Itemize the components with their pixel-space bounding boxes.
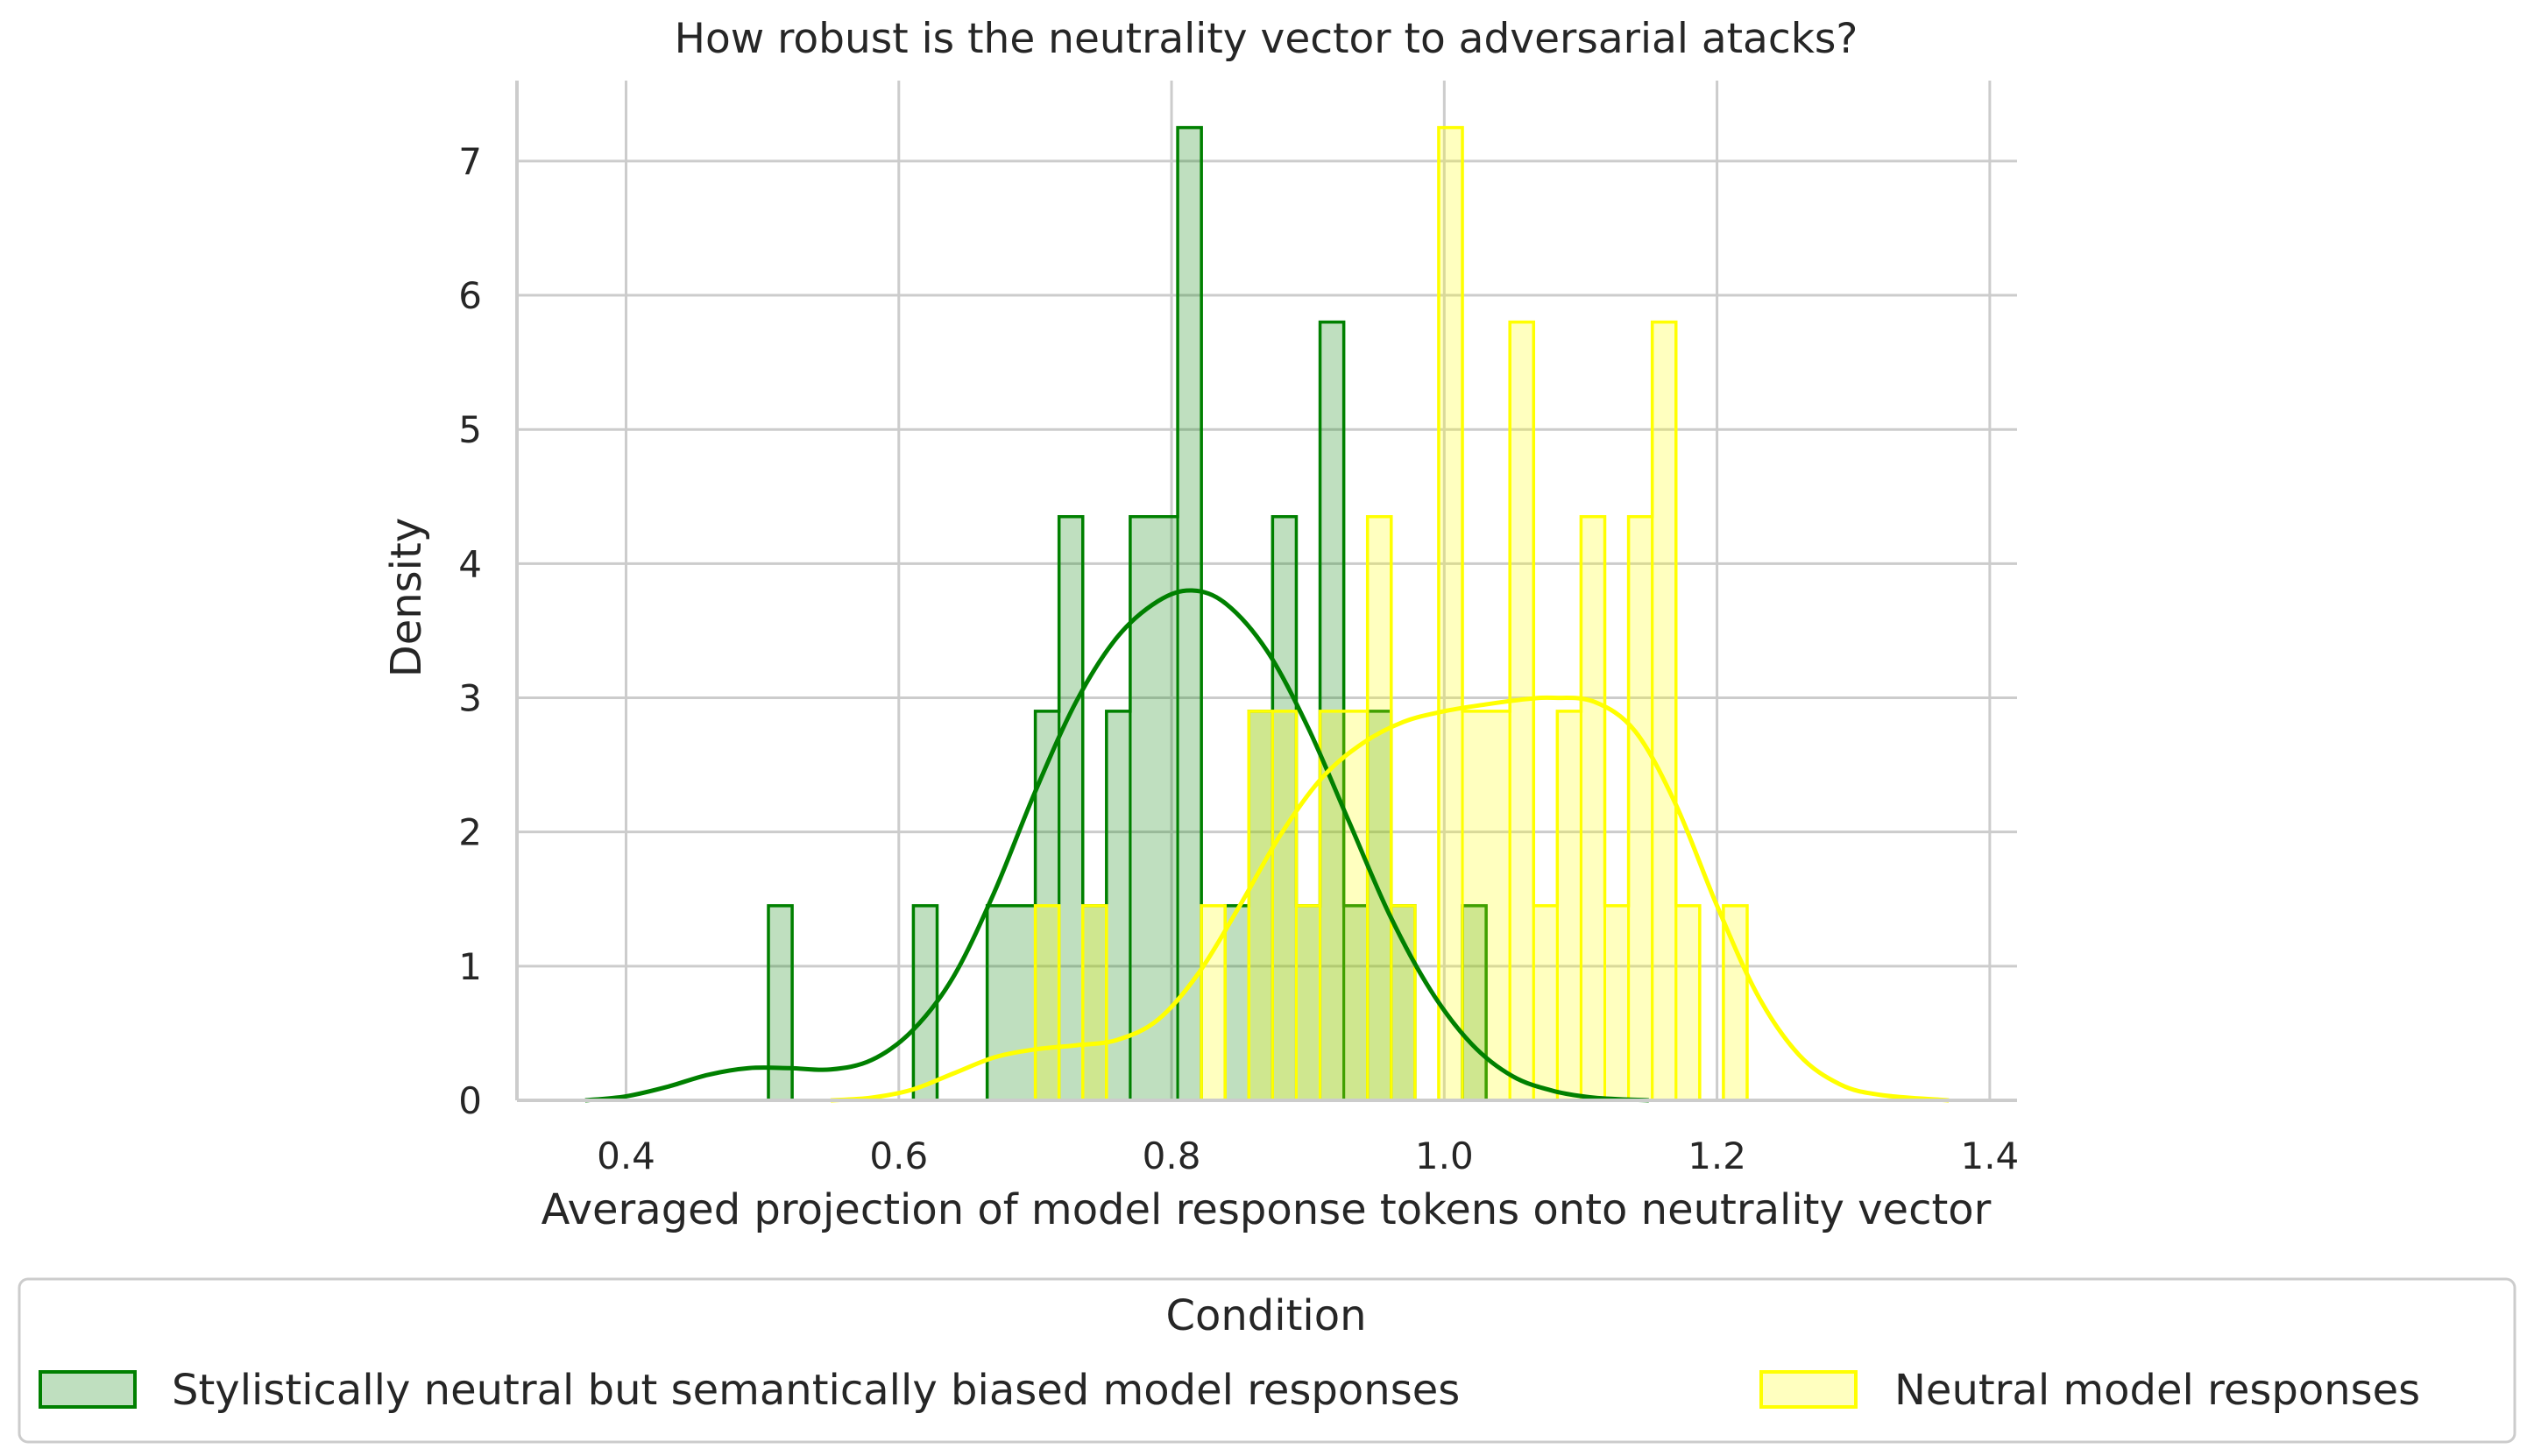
- y-tick-label: 6: [458, 274, 482, 317]
- legend-swatch-biased: [39, 1370, 137, 1409]
- legend: Condition Stylistically neutral but sema…: [18, 1277, 2516, 1444]
- x-tick-label: 0.4: [597, 1134, 655, 1177]
- kde-curve-neutral: [830, 695, 1950, 1103]
- axes-layer: [515, 81, 2017, 1102]
- legend-label-neutral: Neutral model responses: [1894, 1366, 2420, 1415]
- legend-frame: [18, 1277, 2516, 1444]
- y-tick-label: 0: [458, 1079, 482, 1122]
- x-tick-label: 1.4: [1960, 1134, 2019, 1177]
- legend-title: Condition: [1165, 1291, 1366, 1340]
- x-tick-label: 1.2: [1688, 1134, 1746, 1177]
- chart-title: How robust is the neutrality vector to a…: [675, 15, 1858, 63]
- x-tick-label: 1.0: [1415, 1134, 1474, 1177]
- legend-swatch-neutral: [1759, 1370, 1858, 1409]
- tick-label-layer: 0.4 0.6 0.8 1.0 1.2 1.4 0 1 2 3 4 5 6 7: [458, 140, 2019, 1177]
- x-tick-label: 0.6: [869, 1134, 928, 1177]
- y-tick-label: 5: [458, 408, 482, 451]
- legend-label-biased: Stylistically neutral but semantically b…: [172, 1366, 1460, 1415]
- y-tick-label: 1: [458, 945, 482, 988]
- y-axis-label: Density: [382, 518, 431, 677]
- kde-layer: [584, 588, 1950, 1103]
- bars-layer: [767, 125, 1749, 1102]
- grid-layer: [517, 81, 2017, 1102]
- y-tick-label: 3: [458, 677, 482, 720]
- y-tick-label: 4: [458, 542, 482, 585]
- x-tick-label: 0.8: [1143, 1134, 1201, 1177]
- x-axis-label: Averaged projection of model response to…: [541, 1185, 1992, 1234]
- y-tick-label: 2: [458, 811, 482, 854]
- y-tick-label: 7: [458, 140, 482, 183]
- kde-curve-biased: [584, 588, 1649, 1103]
